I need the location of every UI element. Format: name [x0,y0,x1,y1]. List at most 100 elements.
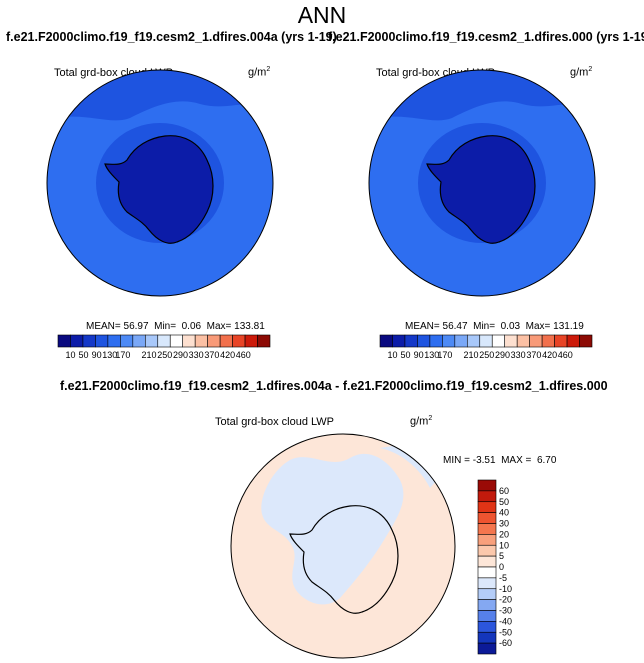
colorbar-swatch [207,334,221,348]
colorbar-tick-label: 420 [542,350,557,360]
colorbar-swatch [429,334,443,348]
colorbar-swatch [477,631,497,644]
colorbar-swatch [257,334,271,348]
colorbar-tick-label: 0 [499,562,504,572]
colorbar-tick-label: 290 [495,350,510,360]
colorbar-swatch [107,334,121,348]
panel-2-stats: MEAN= 56.47 Min= 0.03 Max= 131.19 [405,321,584,332]
colorbar-swatch [157,334,171,348]
diff-map [231,434,455,658]
colorbar-swatch [404,334,418,348]
colorbar-tick-label: 330 [511,350,526,360]
diff-panel-units: g/m2 [410,415,433,428]
diff-panel-stats: MIN = -3.51 MAX = 6.70 [443,455,557,466]
colorbar-swatch [95,334,109,348]
colorbar-tick-label: 210 [142,350,157,360]
colorbar-swatch [477,599,497,611]
colorbar-tick-label: -40 [499,616,512,626]
colorbar-swatch [491,334,506,348]
colorbar-swatch [194,334,208,348]
colorbar-swatch [477,512,497,524]
colorbar-tick-label: 460 [236,350,251,360]
panel-1-units: g/m2 [248,66,271,79]
colorbar-swatch [504,334,518,348]
colorbar-tick-label: -60 [499,638,512,648]
colorbar-tick-label: 50 [79,350,89,360]
colorbar-swatch [417,334,431,348]
colorbar-swatch [132,334,146,348]
colorbar-swatch [477,621,497,633]
page-title: ANN [297,2,347,28]
colorbar-tick-label: 250 [157,350,172,360]
colorbar-swatch [477,544,497,557]
colorbar-swatch [477,555,497,568]
colorbar-swatch [466,334,481,348]
colorbar-swatch [477,577,497,590]
colorbar-swatch [477,534,497,546]
colorbar-tick-label: 10 [65,350,75,360]
map-2-border [368,69,596,297]
diff-map-negative-region [261,453,404,605]
diff-panel-variable-title: Total grd-box cloud LWP [215,416,335,428]
colorbar-swatch [169,334,184,348]
colorbar-swatch [82,334,96,348]
colorbar-swatch [454,334,468,348]
colorbar-tick-label: 90 [92,350,102,360]
colorbar-tick-label: 5 [499,551,504,561]
colorbar-tick-label: 170 [437,350,452,360]
colorbar-tick-label: 130 [424,350,439,360]
colorbar-swatch [516,334,530,348]
map-1-border [46,69,274,297]
colorbar-swatch [479,334,493,348]
colorbar-tick-label: 10 [387,350,397,360]
colorbar-swatch [579,334,593,348]
colorbar-tick-label: 370 [204,350,219,360]
colorbar-swatch [566,334,580,348]
colorbar-swatch [120,334,134,348]
colorbar-swatch [232,334,246,348]
colorbar-swatch [477,642,497,655]
panel-2-map [369,70,595,296]
panel-1-map [47,70,273,296]
colorbar-swatch [379,334,393,348]
colorbar-swatch [541,334,555,348]
colorbar-swatch [477,490,497,503]
colorbar-tick-label: 10 [499,540,509,550]
colorbar-swatch [554,334,568,348]
colorbar-swatch [477,523,497,535]
colorbar-tick-label: -50 [499,627,512,637]
colorbar-tick-label: 210 [464,350,479,360]
colorbar-tick-label: 420 [220,350,235,360]
colorbar-swatch [477,479,497,492]
colorbar-swatch [244,334,258,348]
colorbar-tick-label: 20 [499,529,509,539]
colorbar-tick-label: -5 [499,573,507,583]
colorbar-swatch [477,501,497,513]
colorbar-tick-label: 90 [414,350,424,360]
panel-2-units: g/m2 [570,66,593,79]
colorbar-swatch [57,334,71,348]
colorbar-swatch [477,588,497,600]
colorbar-tick-label: 290 [173,350,188,360]
colorbar-tick-label: -10 [499,584,512,594]
colorbar-tick-label: 30 [499,519,509,529]
colorbar-tick-label: 130 [102,350,117,360]
colorbar-tick-label: 60 [499,486,509,496]
diff-panel-title: f.e21.F2000climo.f19_f19.cesm2_1.dfires.… [60,379,608,393]
colorbar-swatch [392,334,406,348]
colorbar-swatch [182,334,196,348]
colorbar-swatch [477,610,497,622]
colorbar-swatch [442,334,456,348]
panel-1-stats: MEAN= 56.97 Min= 0.06 Max= 133.81 [86,321,265,332]
colorbar-swatch [219,334,233,348]
colorbar-swatch [70,334,84,348]
colorbar-swatch [477,566,497,579]
colorbar-tick-label: 40 [499,508,509,518]
colorbar-tick-label: 50 [499,497,509,507]
panel-2-case-title: f.e21.F2000climo.f19_f19.cesm2_1.dfires.… [328,30,644,44]
colorbar-tick-label: 250 [479,350,494,360]
